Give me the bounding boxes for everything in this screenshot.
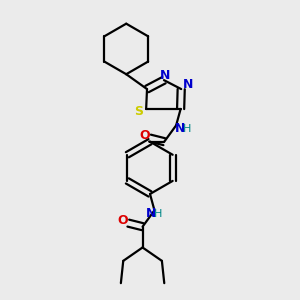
Text: N: N <box>183 78 193 91</box>
Text: N: N <box>146 207 156 220</box>
Text: S: S <box>134 105 143 118</box>
Text: N: N <box>175 122 185 135</box>
Text: O: O <box>139 129 150 142</box>
Text: O: O <box>118 214 128 226</box>
Text: N: N <box>159 69 170 82</box>
Text: H: H <box>154 209 163 219</box>
Text: H: H <box>183 124 191 134</box>
